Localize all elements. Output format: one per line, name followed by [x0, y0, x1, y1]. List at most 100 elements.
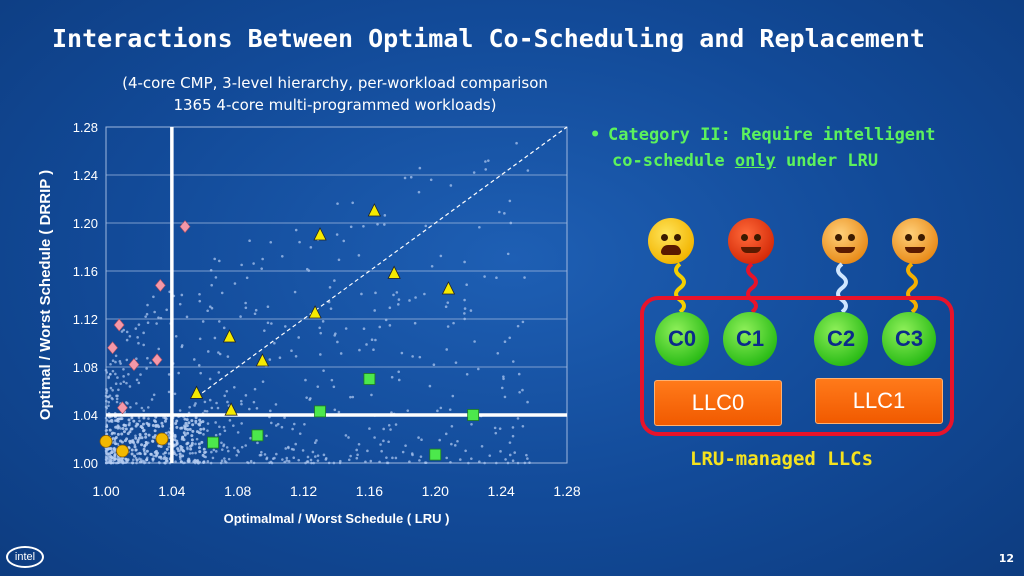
background-point — [155, 453, 159, 457]
background-point — [125, 437, 129, 441]
background-point — [114, 382, 118, 386]
background-point — [327, 461, 331, 465]
background-point — [122, 423, 126, 427]
background-point — [150, 398, 154, 401]
background-point — [227, 457, 231, 461]
background-point — [294, 228, 298, 232]
background-point — [209, 269, 213, 272]
background-point — [498, 427, 502, 430]
background-point — [521, 424, 525, 428]
data-point-square — [467, 409, 480, 421]
background-point — [344, 434, 348, 437]
background-point — [105, 450, 108, 453]
background-point — [270, 322, 273, 325]
background-point — [145, 458, 149, 462]
background-point — [291, 427, 294, 431]
background-point — [134, 436, 138, 440]
background-point — [404, 444, 407, 447]
background-point — [516, 417, 520, 420]
background-point — [324, 458, 328, 461]
background-point — [107, 400, 111, 404]
background-point — [105, 371, 109, 374]
background-point — [414, 296, 417, 299]
background-point — [450, 442, 453, 446]
background-point — [197, 363, 201, 367]
background-point — [114, 372, 117, 376]
background-point — [218, 425, 221, 429]
background-point — [190, 434, 194, 438]
background-point — [448, 408, 452, 411]
background-point — [125, 330, 129, 334]
background-point — [397, 370, 401, 374]
background-point — [526, 169, 530, 172]
background-point — [397, 378, 401, 382]
background-point — [280, 425, 284, 429]
data-point-triangle — [387, 265, 401, 279]
background-point — [409, 175, 413, 179]
background-point — [316, 454, 320, 457]
background-point — [339, 352, 343, 355]
background-point — [518, 390, 521, 394]
subtitle-line-2: 1365 4-core multi-programmed workloads) — [173, 96, 497, 114]
background-point — [147, 461, 151, 464]
background-point — [283, 460, 287, 464]
background-point — [304, 378, 307, 382]
background-point — [202, 447, 206, 451]
background-point — [165, 308, 168, 312]
y-tick-label: 1.20 — [73, 216, 98, 231]
background-point — [356, 453, 359, 457]
background-point — [140, 426, 144, 430]
background-point — [105, 432, 109, 436]
background-point — [215, 401, 218, 405]
background-point — [503, 212, 506, 215]
background-point — [445, 348, 449, 351]
background-point — [155, 322, 158, 325]
background-point — [316, 459, 320, 462]
background-point — [235, 453, 239, 457]
core-c3: C3 — [882, 312, 936, 366]
background-point — [240, 263, 243, 267]
background-point — [369, 459, 373, 463]
background-point — [252, 461, 256, 465]
background-point — [194, 451, 197, 455]
background-point — [259, 453, 263, 457]
background-point — [330, 378, 334, 382]
background-point — [157, 444, 161, 448]
background-point — [114, 461, 118, 465]
page-number: 12 — [998, 552, 1014, 565]
background-point — [436, 409, 439, 413]
background-point — [465, 372, 469, 376]
background-point — [210, 450, 213, 454]
background-point — [174, 334, 178, 338]
cores-box — [640, 296, 954, 436]
background-point — [378, 325, 382, 329]
background-point — [287, 445, 290, 449]
background-point — [134, 448, 138, 452]
background-point — [145, 421, 149, 425]
background-point — [104, 399, 108, 403]
background-point — [113, 442, 117, 446]
background-point — [386, 461, 390, 465]
background-point — [122, 368, 125, 371]
background-point — [349, 225, 353, 229]
background-point — [104, 368, 108, 372]
background-point — [218, 259, 221, 263]
background-point — [418, 355, 422, 359]
background-point — [511, 360, 515, 363]
x-tick-label: 1.16 — [356, 483, 383, 499]
background-point — [135, 357, 138, 361]
crying-face-icon — [648, 218, 694, 264]
background-point — [269, 409, 272, 413]
background-point — [411, 453, 414, 457]
background-point — [439, 254, 443, 258]
background-point — [339, 459, 342, 463]
background-point — [525, 453, 528, 457]
background-point — [297, 336, 300, 339]
background-point — [181, 454, 185, 458]
background-point — [191, 423, 195, 427]
background-point — [109, 362, 112, 366]
background-point — [310, 461, 313, 465]
background-point — [202, 461, 206, 465]
background-point — [278, 356, 282, 360]
